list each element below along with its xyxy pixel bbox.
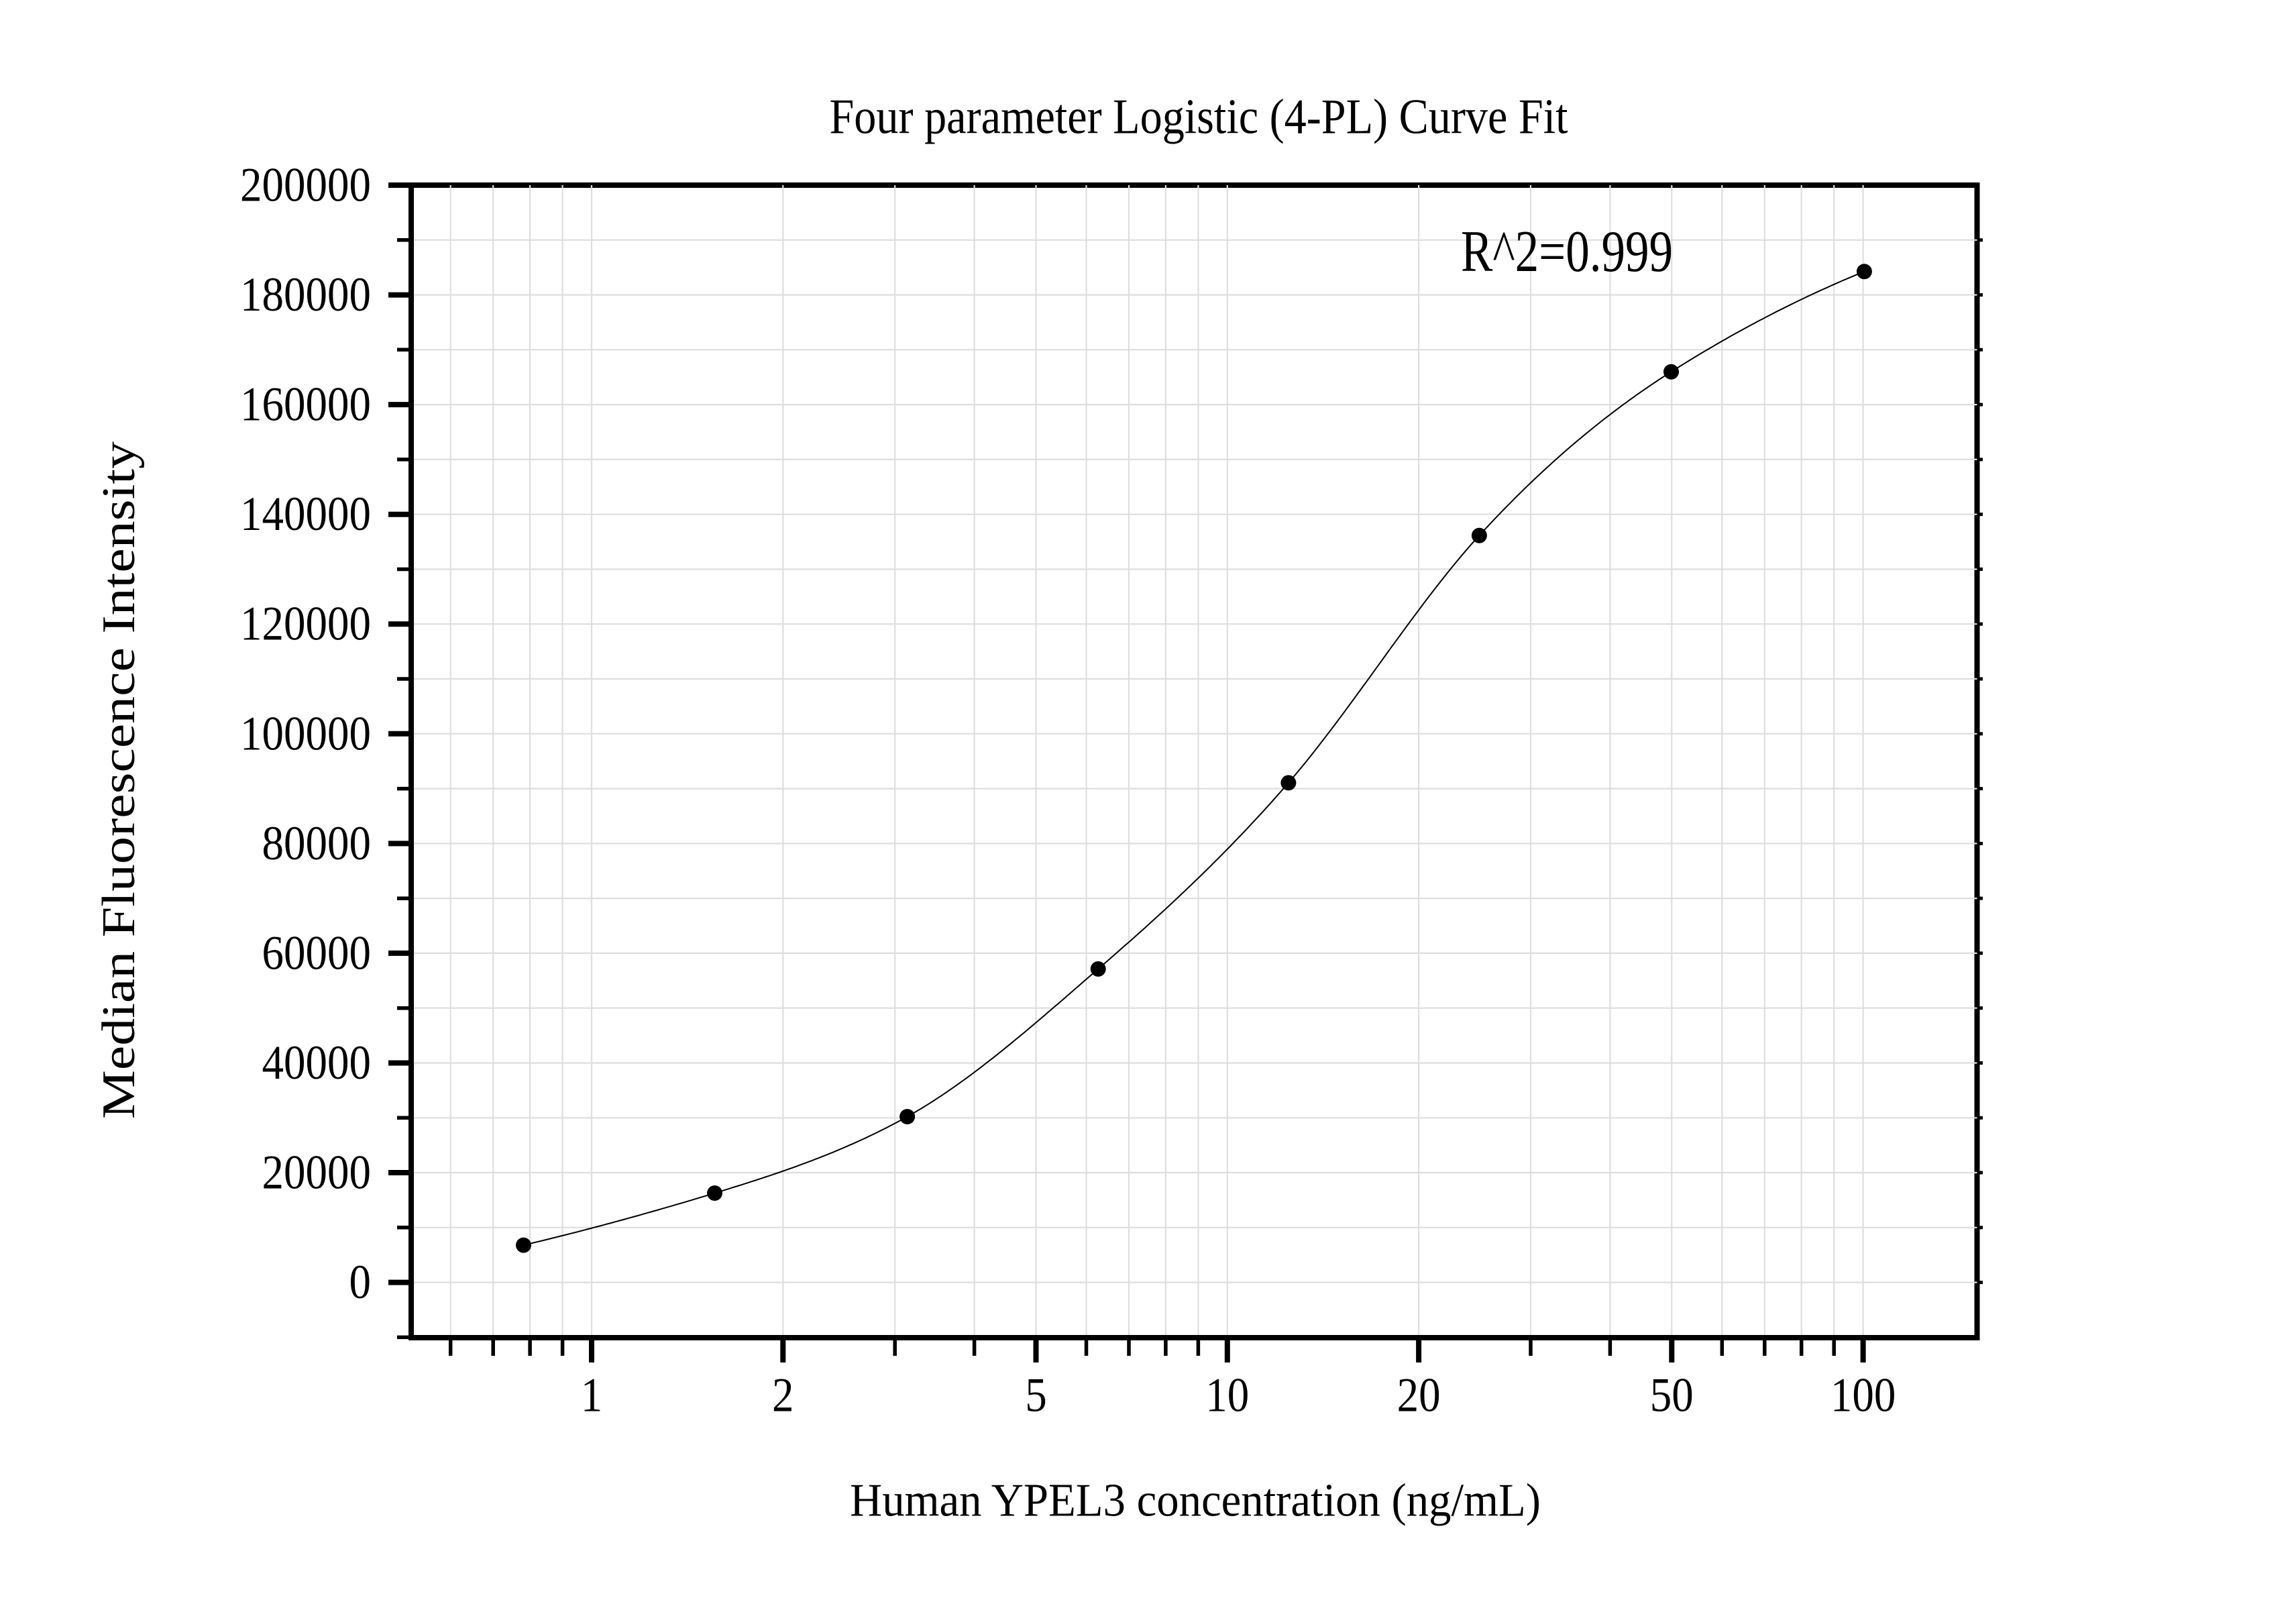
svg-text:80000: 80000 xyxy=(262,816,372,870)
svg-text:160000: 160000 xyxy=(240,378,371,431)
svg-text:120000: 120000 xyxy=(240,597,371,651)
svg-text:50: 50 xyxy=(1650,1369,1694,1422)
svg-text:Four parameter Logistic (4-PL): Four parameter Logistic (4-PL) Curve Fit xyxy=(830,90,1568,145)
svg-text:5: 5 xyxy=(1025,1369,1047,1422)
svg-text:20: 20 xyxy=(1397,1369,1441,1422)
svg-text:10: 10 xyxy=(1205,1369,1249,1422)
svg-text:60000: 60000 xyxy=(262,926,372,979)
svg-text:40000: 40000 xyxy=(262,1036,372,1089)
svg-text:R^2=0.999: R^2=0.999 xyxy=(1461,219,1673,284)
svg-text:200000: 200000 xyxy=(240,158,371,212)
svg-text:140000: 140000 xyxy=(240,487,371,541)
svg-text:20000: 20000 xyxy=(262,1146,372,1199)
svg-text:0: 0 xyxy=(349,1255,372,1309)
svg-text:1: 1 xyxy=(581,1369,603,1422)
svg-text:100: 100 xyxy=(1830,1369,1896,1422)
svg-text:Median Fluorescence Intensity: Median Fluorescence Intensity xyxy=(93,441,145,1119)
svg-text:100000: 100000 xyxy=(240,706,371,760)
svg-text:180000: 180000 xyxy=(240,268,371,321)
svg-text:Human YPEL3 concentration (ng/: Human YPEL3 concentration (ng/mL) xyxy=(850,1475,1541,1527)
svg-text:2: 2 xyxy=(772,1369,794,1422)
